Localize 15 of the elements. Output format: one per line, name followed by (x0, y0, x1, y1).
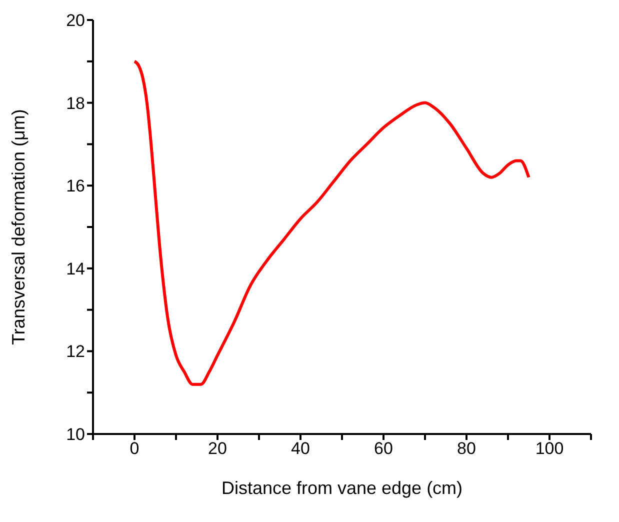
y-tick-label: 16 (66, 176, 85, 196)
x-axis-title: Distance from vane edge (cm) (221, 478, 463, 498)
x-tick-label: 60 (374, 439, 393, 458)
y-tick-label: 10 (66, 425, 85, 444)
x-tick-label: 100 (535, 439, 564, 458)
y-tick-label: 14 (66, 259, 85, 278)
x-tick-label: 20 (208, 439, 227, 458)
y-tick-label: 12 (66, 342, 85, 362)
x-tick-label: 80 (457, 439, 476, 458)
line-series (133, 60, 530, 386)
x-tick-label: 0 (130, 439, 140, 458)
y-axis-title: Transversal deformation (μm) (8, 109, 28, 345)
y-tick-label: 20 (66, 11, 85, 30)
x-tick-label: 40 (291, 439, 310, 458)
y-tick-label: 18 (66, 94, 85, 113)
